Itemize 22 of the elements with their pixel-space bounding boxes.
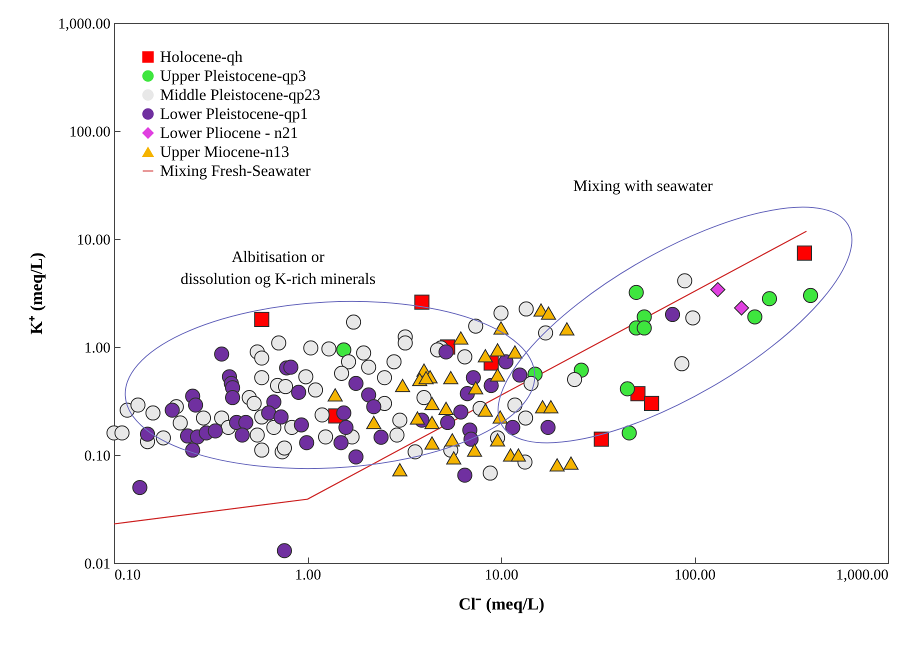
legend-label: Upper Pleistocene-qp3: [160, 68, 306, 85]
annotation: Mixing with seawater: [573, 178, 714, 195]
y-tick-label: 1.00: [84, 340, 110, 356]
y-tick-label: 100.00: [69, 124, 110, 140]
x-axis-title: Cl⁻ (meq/L): [458, 594, 544, 614]
x-tick-label: 100.00: [674, 568, 716, 584]
y-axis-title: K⁺ (meq/L): [27, 252, 46, 335]
legend-label: Middle Pleistocene-qp23: [160, 87, 320, 104]
x-tick-label: 1,000.00: [836, 568, 888, 584]
legend-label: Lower Pleistocene-qp1: [160, 106, 308, 123]
x-tick-label: 10.00: [484, 568, 518, 584]
x-tick-label: 1.00: [294, 568, 322, 584]
legend-label: Upper Miocene-n13: [160, 144, 290, 161]
annotation: Albitisation or dissolution og K-rich minerals: [180, 249, 376, 288]
y-tick-label: 10.00: [76, 232, 110, 248]
legend-label: Holocene-qh: [160, 49, 243, 66]
y-tick-label: 0.10: [84, 448, 110, 464]
legend-label: Mixing Fresh-Seawater: [160, 163, 312, 180]
x-tick-label: 0.10: [114, 568, 141, 584]
y-tick-label: 1,000.00: [58, 16, 110, 32]
y-tick-label: 0.01: [84, 556, 110, 572]
legend-label: Lower Pliocene - n21: [160, 125, 298, 142]
